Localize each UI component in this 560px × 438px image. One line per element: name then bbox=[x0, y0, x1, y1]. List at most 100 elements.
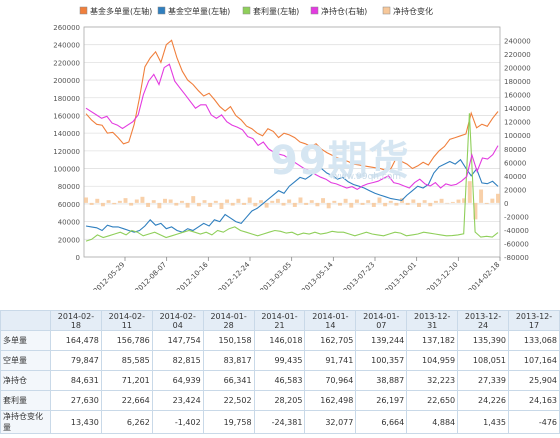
change-bar bbox=[422, 200, 427, 203]
right-tick-label: 20000 bbox=[504, 186, 526, 194]
row-label: 套利量 bbox=[0, 390, 51, 411]
change-bar bbox=[445, 202, 450, 204]
table-cell: 162,498 bbox=[304, 390, 357, 411]
row-label: 多单量 bbox=[0, 330, 51, 351]
change-bar bbox=[456, 199, 461, 203]
legend-item[interactable]: 净持仓变化 bbox=[382, 6, 433, 16]
table-cell: 135,390 bbox=[457, 330, 510, 351]
table-cell: 107,164 bbox=[508, 350, 560, 371]
table-cell: 79,847 bbox=[50, 350, 102, 371]
table-cell: 6,664 bbox=[355, 410, 408, 434]
left-tick-label: 140000 bbox=[53, 130, 80, 138]
x-tick-label: 2013-05-14 bbox=[300, 260, 335, 290]
x-tick-label: 2013-07-23 bbox=[342, 261, 376, 290]
change-bar bbox=[157, 202, 162, 209]
change-bar bbox=[473, 202, 478, 220]
series-line bbox=[85, 39, 499, 171]
table-cell: 99,435 bbox=[253, 350, 306, 371]
series-line bbox=[85, 113, 499, 242]
series-lines bbox=[85, 39, 499, 242]
change-bar bbox=[287, 199, 292, 203]
change-bar bbox=[230, 202, 235, 206]
chart-legend: 基金多单量(左轴) 基金空单量(左轴) 套利量(左轴) 净持仓(右轴) 净持仓变化 bbox=[79, 6, 433, 16]
table-cell: 82,815 bbox=[151, 350, 204, 371]
change-bar bbox=[479, 189, 484, 203]
table-cell: -1,402 bbox=[151, 410, 204, 434]
x-tick-label: 2013-12-10 bbox=[425, 261, 459, 290]
change-bar bbox=[298, 197, 303, 203]
table-cell: 150,158 bbox=[202, 330, 255, 351]
table-cell: 147,754 bbox=[151, 330, 204, 351]
legend-label: 基金多单量(左轴) bbox=[90, 6, 152, 16]
table-cell: 66,341 bbox=[202, 370, 255, 391]
series-line bbox=[85, 158, 499, 233]
x-tick-label: 2012-10-16 bbox=[175, 260, 210, 290]
left-tick-label: 20000 bbox=[58, 236, 80, 244]
x-tick-label: 2012-05-29 bbox=[92, 261, 126, 290]
table-cell: 164,478 bbox=[50, 330, 102, 351]
table-cell: 133,068 bbox=[508, 330, 560, 351]
change-bar bbox=[264, 202, 269, 208]
left-tick-label: 160000 bbox=[53, 112, 80, 120]
legend-item[interactable]: 基金多单量(左轴) bbox=[79, 6, 152, 16]
right-tick-label: 140000 bbox=[504, 105, 531, 113]
x-tick-label: 2013-03-05 bbox=[259, 261, 293, 290]
futures-position-chart: 基金多单量(左轴) 基金空单量(左轴) 套利量(左轴) 净持仓(右轴) 净持仓变化 0 2… bbox=[53, 6, 531, 290]
row-label: 净持仓 bbox=[0, 370, 51, 391]
table-cell: 24,226 bbox=[457, 390, 510, 411]
change-bar bbox=[196, 202, 201, 207]
table-row: 净持仓变化量 13,430 6,262 -1,402 19,758 -24,381 32,0… bbox=[0, 410, 560, 434]
change-bar bbox=[326, 202, 331, 209]
change-bar bbox=[168, 199, 173, 203]
table-cell: 27,339 bbox=[457, 370, 510, 391]
table-cell: 32,077 bbox=[304, 410, 357, 434]
legend-item[interactable]: 套利量(左轴) bbox=[242, 6, 299, 16]
table-cell: 19,758 bbox=[202, 410, 255, 434]
table-cell: 22,664 bbox=[100, 390, 153, 411]
table-header-row: 2014-02-18 2014-02-11 2014-02-04 2014-01-28… bbox=[0, 310, 560, 331]
change-bar bbox=[106, 200, 111, 203]
legend-item[interactable]: 净持仓(右轴) bbox=[310, 6, 367, 16]
legend-item[interactable]: 基金空单量(左轴) bbox=[157, 6, 230, 16]
change-bar bbox=[484, 202, 489, 204]
table-cell: 64,939 bbox=[151, 370, 204, 391]
change-bar bbox=[146, 202, 151, 207]
change-bar bbox=[354, 199, 359, 203]
x-tick-label: 2012-12-24 bbox=[217, 260, 252, 290]
change-bar bbox=[275, 198, 280, 203]
change-bar bbox=[496, 193, 500, 203]
right-tick-label: 120000 bbox=[504, 119, 531, 127]
table-cell: 32,223 bbox=[406, 370, 459, 391]
table-cell: 85,585 bbox=[100, 350, 153, 371]
left-tick-label: 200000 bbox=[53, 77, 80, 85]
table-cell: 1,435 bbox=[457, 410, 510, 434]
x-tick-label: 2014-02-18 bbox=[467, 261, 501, 290]
change-bar bbox=[394, 202, 399, 206]
column-header: 2014-02-11 bbox=[100, 310, 153, 331]
change-bar bbox=[225, 199, 230, 203]
change-bar bbox=[315, 202, 320, 207]
net-change-bars bbox=[84, 181, 500, 220]
right-tick-label: -60000 bbox=[504, 240, 529, 248]
legend-swatch bbox=[310, 6, 319, 15]
table-cell: 104,959 bbox=[406, 350, 459, 371]
table-cell: 100,357 bbox=[355, 350, 408, 371]
change-bar bbox=[490, 198, 495, 203]
table-cell: 83,817 bbox=[202, 350, 255, 371]
change-bar bbox=[377, 197, 382, 203]
change-bar bbox=[242, 202, 246, 205]
right-tick-label: 40000 bbox=[504, 173, 526, 181]
change-bar bbox=[281, 202, 286, 206]
change-bar bbox=[185, 202, 190, 208]
column-header: 2013-12-31 bbox=[406, 310, 459, 331]
left-tick-label: 240000 bbox=[53, 42, 80, 50]
change-bar bbox=[219, 202, 224, 209]
change-bar bbox=[383, 202, 388, 207]
table-cell: 38,887 bbox=[355, 370, 408, 391]
change-bar bbox=[349, 202, 354, 208]
x-tick-label: 2012-08-07 bbox=[134, 261, 168, 290]
change-bar bbox=[388, 200, 393, 203]
left-tick-label: 60000 bbox=[58, 201, 80, 209]
right-tick-label: 180000 bbox=[504, 78, 531, 86]
table-cell: 28,205 bbox=[253, 390, 306, 411]
